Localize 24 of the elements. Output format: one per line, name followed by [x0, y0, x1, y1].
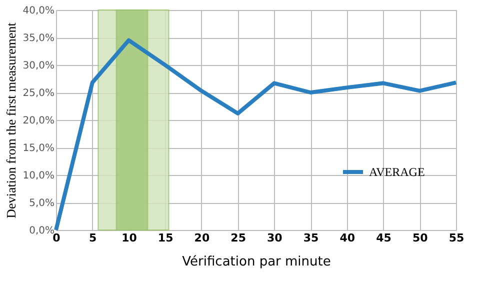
legend-label: AVERAGE [369, 165, 425, 179]
y-tick-label: 5,0% [29, 198, 54, 209]
x-tick-label: 0 [52, 232, 61, 244]
x-tick-label: 40 [340, 232, 356, 244]
y-tick-label: 20,0% [22, 116, 54, 126]
y-tick-label: 35,0% [22, 33, 54, 44]
y-tick-label: 0,0% [29, 226, 54, 236]
x-tick-label: 50 [412, 232, 428, 244]
y-axis-title: Deviation from the first measurement [4, 22, 19, 218]
x-tick-label: 15 [158, 232, 174, 244]
x-tick-label: 10 [122, 232, 138, 244]
x-tick-label: 25 [230, 232, 246, 244]
x-tick-label: 55 [448, 232, 464, 244]
x-tick-label: 35 [303, 232, 319, 244]
y-tick-label: 25,0% [22, 88, 54, 99]
x-tick-label: 45 [376, 232, 392, 244]
y-tick-label: 40,0% [22, 6, 54, 16]
x-tick-label: 30 [267, 232, 283, 244]
x-tick-label: 5 [89, 232, 97, 244]
y-tick-label: 30,0% [22, 60, 54, 72]
x-axis-title: Vérification par minute [182, 254, 331, 270]
y-tick-label: 10,0% [22, 170, 54, 182]
y-tick-label: 15,0% [22, 143, 54, 154]
x-tick-label: 20 [194, 232, 210, 244]
